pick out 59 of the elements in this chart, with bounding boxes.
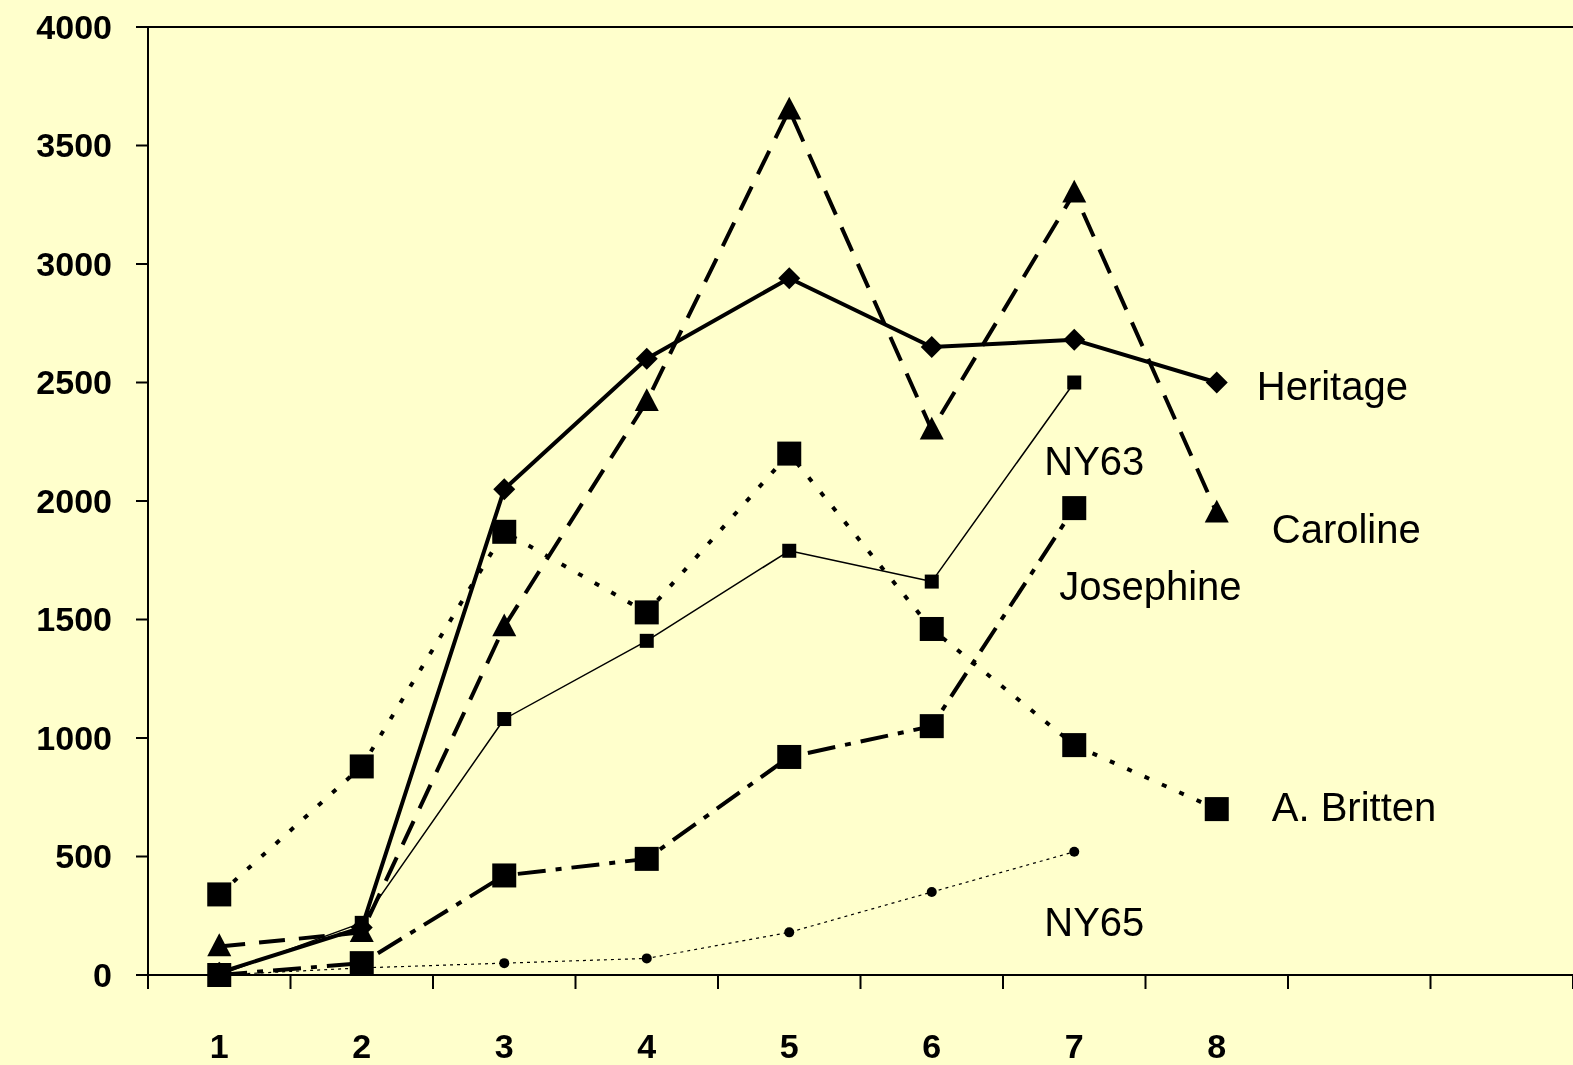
series-label: Heritage <box>1256 363 1408 408</box>
point <box>919 714 944 739</box>
point <box>635 347 658 370</box>
point <box>782 543 797 558</box>
x-tick-label: 2 <box>352 1027 372 1065</box>
point <box>634 388 659 412</box>
x-tick-label: 6 <box>922 1027 942 1065</box>
point <box>1062 496 1087 521</box>
point <box>207 933 232 957</box>
point <box>1062 179 1087 203</box>
point <box>492 519 517 544</box>
point <box>919 416 944 440</box>
x-tick-label: 7 <box>1064 1027 1084 1065</box>
point <box>926 887 937 898</box>
y-tick-label: 500 <box>55 837 112 876</box>
x-tick-label: 5 <box>779 1027 799 1065</box>
point <box>497 712 512 727</box>
point <box>777 441 802 466</box>
x-tick-label: 8 <box>1207 1027 1227 1065</box>
point <box>634 600 659 625</box>
series-label: Caroline <box>1271 506 1421 551</box>
point <box>493 478 516 501</box>
y-tick-label: 1000 <box>36 718 112 757</box>
point <box>349 754 374 779</box>
y-tick-label: 3000 <box>36 244 112 283</box>
series-label: NY63 <box>1044 438 1145 483</box>
point <box>920 335 943 358</box>
point <box>639 633 654 648</box>
point <box>924 574 939 589</box>
series-label: Josephine <box>1059 564 1242 609</box>
x-tick-label: 1 <box>209 1027 229 1065</box>
point <box>1063 328 1086 351</box>
point <box>919 616 944 641</box>
point <box>777 96 802 120</box>
point <box>778 267 801 290</box>
point <box>641 953 652 964</box>
y-tick-label: 2000 <box>36 481 112 520</box>
y-tick-label: 1500 <box>36 600 112 639</box>
point <box>499 958 510 969</box>
point <box>492 613 517 637</box>
x-tick-label: 4 <box>637 1027 657 1065</box>
point <box>207 882 232 907</box>
series-label: A. Britten <box>1271 785 1437 830</box>
series-label: NY65 <box>1044 899 1145 944</box>
point <box>1069 846 1080 857</box>
y-tick-label: 4000 <box>36 7 112 46</box>
y-tick-label: 3500 <box>36 126 112 165</box>
point <box>1062 733 1087 758</box>
point <box>492 863 517 888</box>
point <box>777 744 802 769</box>
point <box>1205 371 1228 394</box>
point <box>1204 499 1229 523</box>
y-tick-label: 2500 <box>36 363 112 402</box>
point <box>1204 797 1229 822</box>
point <box>1067 375 1082 390</box>
y-tick-label: 0 <box>93 955 112 994</box>
x-tick-label: 3 <box>494 1027 514 1065</box>
point <box>634 846 659 871</box>
point <box>784 927 795 938</box>
